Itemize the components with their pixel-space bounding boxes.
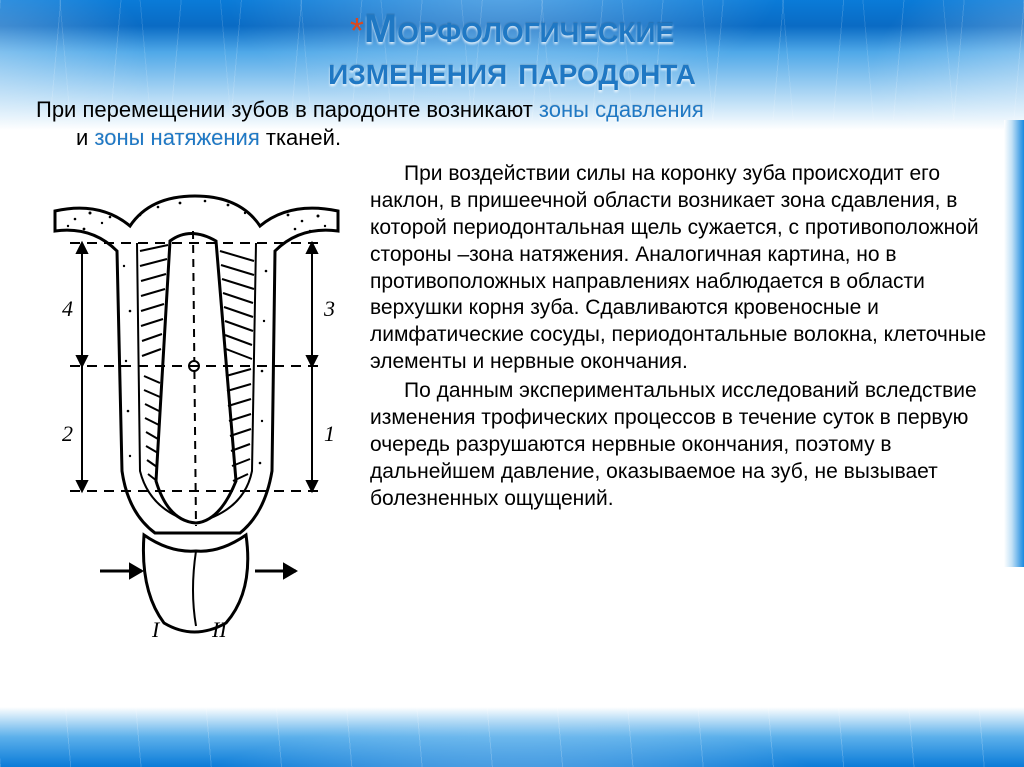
diagram-label-II: II: [211, 617, 228, 641]
title-line-2: изменения пародонта: [328, 49, 696, 93]
diagram-label-2: 2: [62, 421, 73, 446]
intro-highlight-1: зоны сдавления: [539, 97, 704, 122]
intro-paragraph: При перемещении зубов в пародонте возник…: [30, 96, 994, 151]
diagram-label-4: 4: [62, 296, 73, 321]
body-text-column: При воздействии силы на коронку зуба про…: [370, 161, 994, 514]
intro-pre: При перемещении зубов в пародонте возник…: [36, 97, 539, 122]
intro-highlight-2: зоны натяжения: [94, 125, 259, 150]
title-line-1: Морфологические: [364, 7, 674, 51]
tooth-diagram: 4 2 3 1 I II: [40, 171, 350, 641]
background-bottom-gradient: [0, 707, 1024, 767]
diagram-column: 4 2 3 1 I II: [30, 161, 360, 646]
diagram-label-I: I: [151, 617, 161, 641]
body-paragraph-2: По данным экспериментальных исследований…: [370, 378, 988, 512]
title-asterisk: *: [350, 10, 364, 52]
body-paragraph-1: При воздействии силы на коронку зуба про…: [370, 161, 988, 376]
intro-post: тканей.: [260, 125, 341, 150]
title-block: *Морфологическиеизменения пародонта: [30, 8, 994, 92]
main-row: 4 2 3 1 I II При воздействии силы на кор…: [30, 161, 994, 646]
diagram-label-3: 3: [323, 296, 335, 321]
diagram-label-1: 1: [324, 421, 335, 446]
intro-mid: и: [36, 125, 94, 150]
slide-content: *Морфологическиеизменения пародонта При …: [0, 0, 1024, 646]
slide-title: Морфологическиеизменения пародонта: [328, 7, 696, 93]
